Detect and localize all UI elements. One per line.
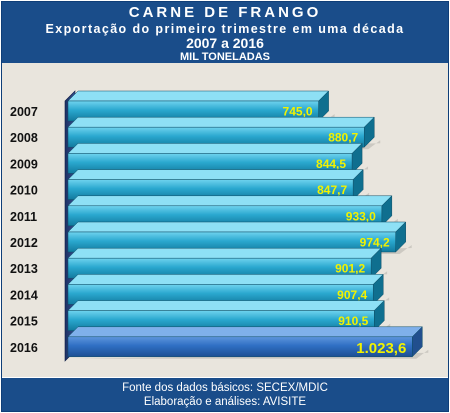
year-label: 2012	[10, 236, 38, 250]
data-label: 910,5	[338, 314, 368, 328]
data-label: 974,2	[360, 236, 390, 250]
bar-2016	[67, 336, 413, 358]
year-label: 2014	[10, 288, 38, 302]
year-label: 2010	[10, 184, 38, 198]
bar-top	[67, 247, 382, 259]
chart-footer: Fonte dos dados básicos: SECEX/MDIC Elab…	[2, 378, 448, 411]
chart-title: CARNE DE FRANGO	[128, 4, 322, 21]
year-label: 2009	[10, 157, 38, 171]
bar-top	[67, 116, 375, 128]
data-label: 880,7	[328, 131, 358, 145]
credit-note: Elaboração e análises: AVISITE	[143, 396, 307, 408]
bar-top	[67, 169, 364, 180]
year-label: 2015	[10, 315, 38, 329]
source-note: Fonte dos dados básicos: SECEX/MDIC	[122, 382, 328, 394]
data-label: 901,2	[335, 262, 365, 276]
data-label: 745,0	[283, 105, 313, 119]
chart-subtitle: Exportação do primeiro trimestre em uma …	[45, 22, 405, 36]
chart-header: CARNE DE FRANGO Exportação do primeiro t…	[2, 2, 448, 63]
year-label: 2011	[10, 210, 37, 224]
plot-area: 2007 2008 2009 2010 2011 2012 2013 2014 2015 2016…	[2, 63, 448, 377]
chart-period: 2007 a 2016	[186, 35, 264, 51]
data-label: 1.023,6	[356, 340, 406, 357]
year-label: 2016	[10, 341, 38, 355]
bar-top	[67, 90, 330, 102]
year-label: 2013	[10, 262, 38, 276]
bar-top	[67, 300, 385, 311]
data-label: 933,0	[346, 209, 376, 223]
chart-unit: MIL TONELADAS	[179, 51, 271, 63]
data-label: 847,7	[317, 183, 347, 197]
data-label: 844,5	[316, 157, 346, 171]
bar-top	[67, 274, 384, 285]
bar-top	[67, 221, 407, 233]
bar-top	[67, 326, 423, 338]
bar-chart: 2007 2008 2009 2010 2011 2012 2013 2014 2015 2016…	[10, 90, 429, 362]
bar-top	[67, 195, 393, 207]
data-label: 907,4	[337, 288, 367, 302]
year-label: 2008	[10, 131, 38, 145]
year-label: 2007	[10, 105, 38, 119]
bar-top	[67, 143, 363, 154]
